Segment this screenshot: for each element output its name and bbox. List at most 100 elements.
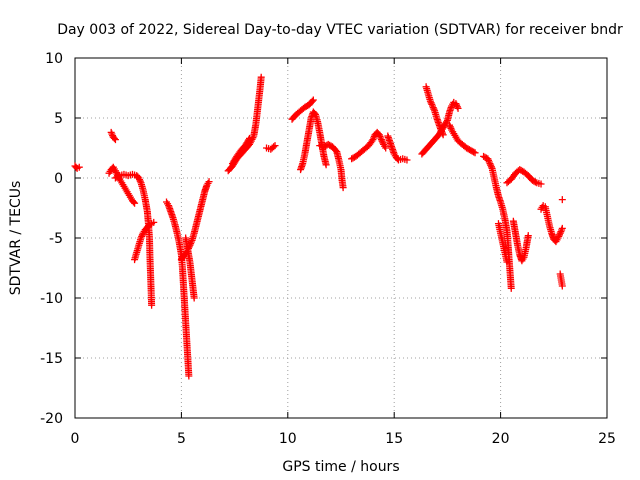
chart-title: Day 003 of 2022, Sidereal Day-to-day VTE… (57, 22, 623, 38)
data-point (309, 96, 317, 104)
data-point (558, 282, 566, 290)
data-point (558, 224, 566, 232)
data-point (376, 132, 384, 140)
data-point (150, 218, 158, 226)
data-point (486, 160, 494, 168)
data-point (245, 136, 253, 144)
y-tick-label: -15 (40, 351, 63, 367)
data-point (190, 294, 198, 302)
x-tick-label: 15 (385, 431, 403, 447)
data-point (429, 104, 437, 112)
data-point (322, 161, 330, 169)
data-point (446, 121, 454, 129)
data-point (270, 143, 278, 151)
data-point (485, 158, 493, 166)
data-point (245, 134, 253, 142)
x-tick-label: 5 (177, 431, 186, 447)
data-point (377, 134, 385, 142)
grid (75, 58, 607, 418)
data-point (556, 229, 564, 237)
data-point (453, 103, 461, 111)
data-point (310, 109, 318, 117)
data-point (438, 128, 446, 136)
data-point (426, 97, 434, 105)
plot-frame (74, 57, 608, 419)
data-point (130, 198, 138, 206)
data-point (375, 131, 383, 139)
data-point (131, 199, 139, 207)
data-point (429, 102, 437, 110)
data-point (271, 142, 279, 150)
data-point (524, 232, 532, 240)
data-point (454, 104, 462, 112)
data-point (484, 155, 492, 163)
y-axis-label: SDTVAR / TECUs (8, 181, 24, 296)
data-point (205, 178, 213, 186)
data-point (110, 134, 118, 142)
data-point (427, 99, 435, 107)
data-point (382, 144, 390, 152)
data-point (108, 130, 116, 138)
data-point (136, 176, 144, 184)
data-point (75, 163, 83, 171)
data-point (185, 372, 193, 380)
data-point (503, 258, 511, 266)
data-point (453, 101, 461, 109)
y-tick-label: -20 (40, 411, 63, 427)
data-point (438, 129, 446, 137)
y-tick-label: -5 (49, 231, 63, 247)
x-tick-label: 25 (598, 431, 616, 447)
data-point (308, 97, 316, 105)
data-series (71, 73, 566, 380)
data-point (377, 136, 385, 144)
data-point (403, 156, 411, 164)
data-point (138, 232, 146, 240)
data-point (136, 177, 144, 185)
data-point (557, 228, 565, 236)
x-axis-label: GPS time / hours (282, 459, 399, 475)
data-point (249, 134, 257, 142)
series-markers (71, 73, 566, 380)
data-point (555, 232, 563, 240)
x-tick-label: 20 (492, 431, 510, 447)
data-point (428, 100, 436, 108)
data-point (378, 137, 386, 145)
data-point (137, 234, 145, 242)
data-point (558, 196, 566, 204)
data-point (111, 167, 119, 175)
data-point (114, 172, 122, 180)
data-point (111, 136, 119, 144)
data-point (554, 234, 562, 242)
data-point (558, 226, 566, 234)
data-point (507, 284, 515, 292)
data-point (437, 126, 445, 134)
x-tick-label: 0 (71, 431, 80, 447)
y-tick-label: 10 (45, 51, 63, 67)
data-point (369, 136, 377, 144)
data-point (537, 180, 545, 188)
data-point (555, 231, 563, 239)
data-point (112, 168, 120, 176)
data-point (370, 134, 378, 142)
x-tick-label: 10 (279, 431, 297, 447)
data-point (487, 161, 495, 169)
data-point (487, 163, 495, 171)
data-point (135, 174, 143, 182)
data-point (430, 105, 438, 113)
y-tick-label: 0 (54, 171, 63, 187)
y-tick-label: -10 (40, 291, 63, 307)
data-point (339, 184, 347, 192)
data-point (148, 301, 156, 309)
data-point (531, 178, 539, 186)
data-point (470, 148, 478, 156)
data-point (485, 156, 493, 164)
data-point (257, 73, 265, 81)
axis-ticks: 0 5 10 15 20 25 -20 -15 -10 -5 0 5 10 (40, 51, 616, 447)
data-point (107, 128, 115, 136)
y-tick-label: 5 (54, 111, 63, 127)
data-point (446, 123, 454, 131)
data-point (439, 131, 447, 139)
data-point (471, 149, 479, 157)
data-point (452, 100, 460, 108)
